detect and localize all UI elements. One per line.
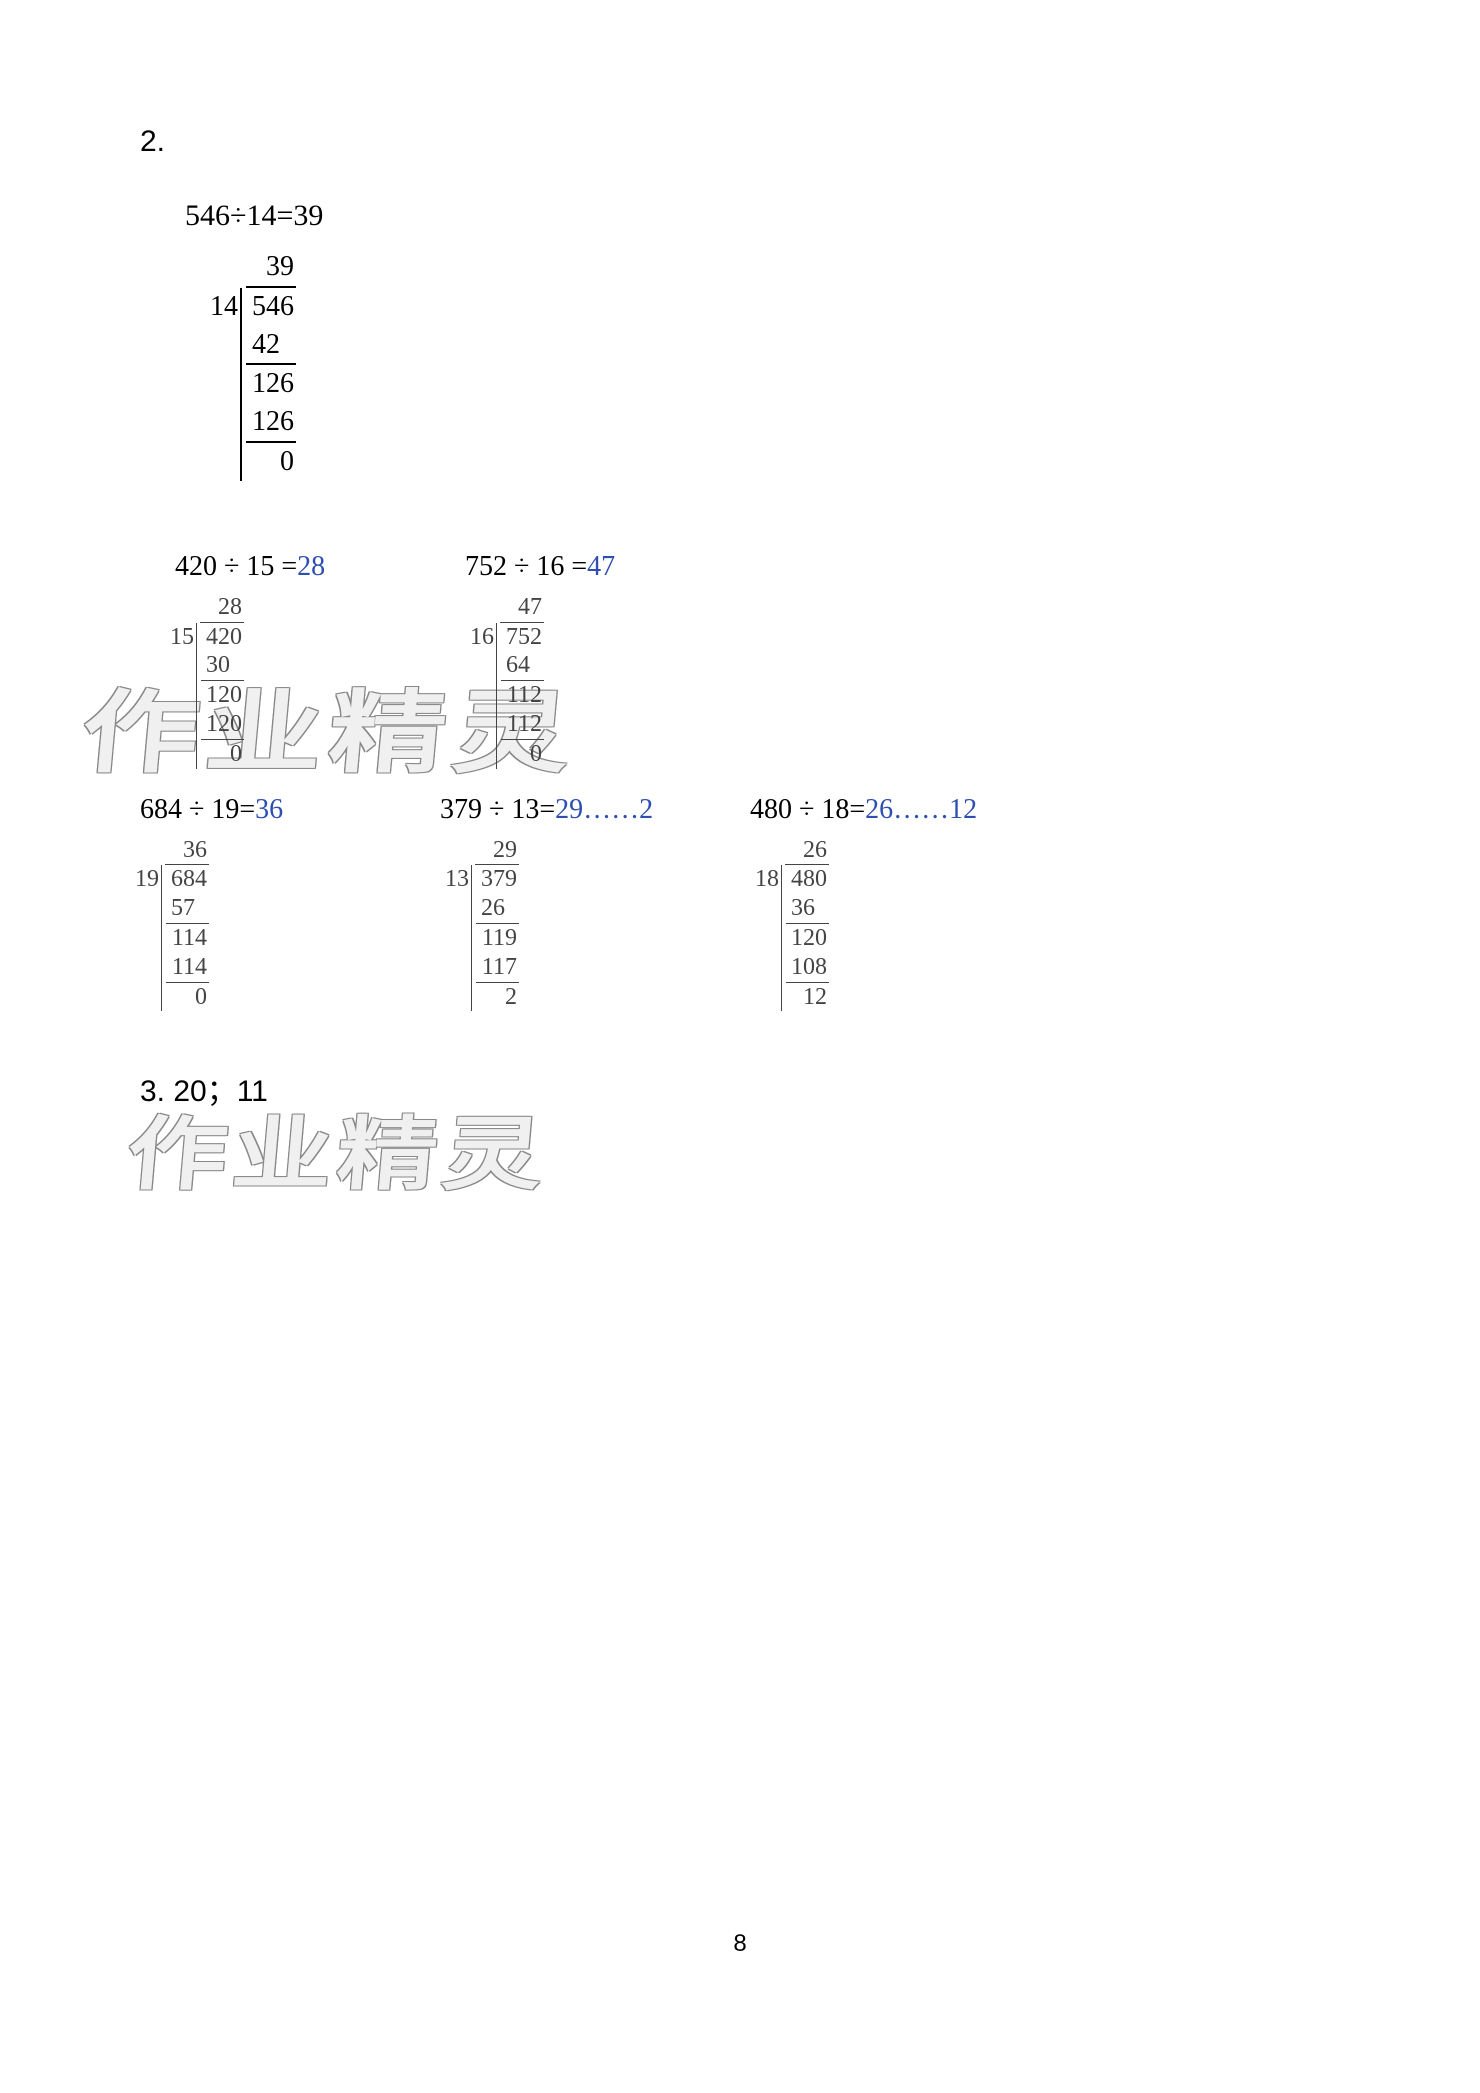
problem-3-longdiv: 47 16 752 64 112 112 0: [470, 593, 544, 769]
divisor: 14: [210, 288, 240, 481]
problem-1: 546÷14=39 39 14 546 42 126 126 0: [185, 199, 1360, 481]
section-2-header: 2.: [140, 125, 1360, 159]
problem-4-longdiv: 36 19 684 57 114 114 0: [135, 836, 209, 1012]
dividend: 480: [786, 865, 829, 894]
problem-6-equation: 480 ÷ 18=: [750, 794, 865, 825]
step: 120: [201, 681, 244, 710]
step: 64: [501, 651, 544, 681]
step: 36: [786, 894, 829, 924]
step: 120: [201, 710, 244, 740]
step: 108: [786, 953, 829, 983]
step: 112: [501, 681, 544, 710]
step: 30: [201, 651, 244, 681]
problem-5-result: 29……2: [555, 794, 653, 825]
dividend: 684: [166, 865, 209, 894]
step: 126: [246, 365, 296, 403]
divisor: 19: [135, 865, 161, 1011]
problem-6-longdiv: 26 18 480 36 120 108 12: [755, 836, 829, 1012]
quotient: 47: [500, 593, 544, 623]
problem-3-equation: 752 ÷ 16 =: [465, 551, 587, 582]
step: 0: [246, 443, 296, 481]
divisor: 15: [170, 623, 196, 769]
row-problems-4-5-6: 684 ÷ 19=36 36 19 684 57 114 114 0: [140, 794, 1360, 1012]
step: 117: [476, 953, 519, 983]
problem-5-equation: 379 ÷ 13=: [440, 794, 555, 825]
step: 0: [166, 983, 209, 1012]
quotient: 28: [200, 593, 244, 623]
divisor: 18: [755, 865, 781, 1011]
step: 42: [246, 326, 296, 366]
step: 114: [166, 924, 209, 953]
problem-6-result: 26……12: [865, 794, 977, 825]
row-problems-2-3: 420 ÷ 15 =28 28 15 420 30 120 120 0: [175, 551, 1360, 769]
step: 0: [201, 740, 244, 769]
step: 57: [166, 894, 209, 924]
section-3-answer: 3. 20；11: [140, 1066, 1360, 1110]
problem-2-longdiv: 28 15 420 30 120 120 0: [170, 593, 244, 769]
page-content: 2. 546÷14=39 39 14 546 42 126 126 0: [0, 0, 1480, 1110]
step: 0: [501, 740, 544, 769]
problem-1-equation: 546÷14=39: [185, 199, 1360, 233]
problem-2-result: 28: [297, 551, 325, 582]
problem-1-longdiv: 39 14 546 42 126 126 0: [210, 248, 296, 481]
divisor: 13: [445, 865, 471, 1011]
dividend: 420: [201, 623, 244, 652]
step: 112: [501, 710, 544, 740]
step: 126: [246, 403, 296, 443]
problem-4-result: 36: [255, 794, 283, 825]
quotient: 39: [246, 248, 296, 288]
page-number: 8: [0, 1930, 1480, 1958]
step: 26: [476, 894, 519, 924]
quotient: 36: [165, 836, 209, 866]
step: 114: [166, 953, 209, 983]
dividend: 546: [246, 288, 296, 326]
divisor: 16: [470, 623, 496, 769]
step: 119: [476, 924, 519, 953]
quotient: 29: [475, 836, 519, 866]
problem-2: 420 ÷ 15 =28 28 15 420 30 120 120 0: [175, 551, 465, 769]
dividend: 752: [501, 623, 544, 652]
problem-5: 379 ÷ 13=29……2 29 13 379 26 119 117 2: [440, 794, 750, 1012]
problem-3-result: 47: [587, 551, 615, 582]
problem-3: 752 ÷ 16 =47 47 16 752 64 112 112 0: [465, 551, 745, 769]
problem-6: 480 ÷ 18=26……12 26 18 480 36 120 108 12: [750, 794, 1030, 1012]
problem-4: 684 ÷ 19=36 36 19 684 57 114 114 0: [140, 794, 440, 1012]
step: 120: [786, 924, 829, 953]
dividend: 379: [476, 865, 519, 894]
problem-2-equation: 420 ÷ 15 =: [175, 551, 297, 582]
problem-5-longdiv: 29 13 379 26 119 117 2: [445, 836, 519, 1012]
step: 12: [786, 983, 829, 1012]
problem-4-equation: 684 ÷ 19=: [140, 794, 255, 825]
step: 2: [476, 983, 519, 1012]
quotient: 26: [785, 836, 829, 866]
